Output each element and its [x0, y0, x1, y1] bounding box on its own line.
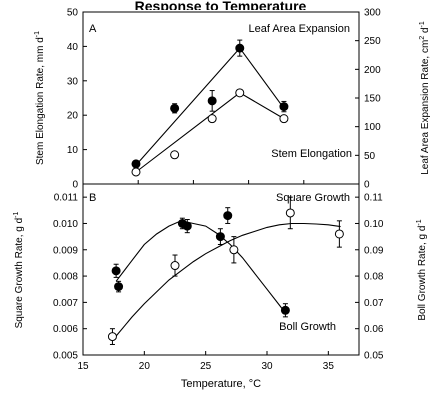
- right-y-tick-label: 100: [364, 122, 381, 133]
- square-growth-point: [111, 266, 121, 276]
- left-y-tick-label: 50: [67, 8, 79, 19]
- left-y-tick-label: 0.008: [53, 272, 78, 283]
- x-tick-label: 30: [261, 361, 273, 372]
- panel-a-x-ticks: [82, 180, 360, 184]
- right-y-tick-label: 0.05: [364, 351, 384, 362]
- right-y-tick-label: 150: [364, 94, 381, 105]
- square-growth-point: [280, 305, 290, 315]
- boll-growth-fit-line: [111, 222, 341, 341]
- left-y-tick-label: 0.009: [53, 245, 78, 256]
- right-y-tick-label: 0.09: [364, 245, 384, 256]
- right-y-tick-label: 200: [364, 65, 381, 76]
- leaf-area-expansion-point: [235, 43, 245, 53]
- boll-growth-point: [170, 261, 180, 271]
- page-title: Response to Temperature: [134, 0, 307, 10]
- right-y-tick-label: 0.10: [364, 219, 384, 230]
- right-y-tick-label: 0.08: [364, 272, 384, 283]
- stem-elongation-point: [279, 114, 289, 124]
- panel-b-fit-lines: [111, 220, 341, 341]
- panel-b-right-axis-label: Boll Growth Rate, g d-1: [416, 219, 428, 320]
- panel-a-left-axis-label-text: Stem Elongation Rate, mm d: [35, 37, 46, 165]
- panel-a-right-axis-label-text: Leaf Area Expansion Rate, cm: [420, 40, 431, 175]
- panel-a-right-axis-label-sup2: -1: [419, 21, 426, 27]
- panel-a-left-y-ticks: 0 10 20 30 40 50: [67, 8, 87, 191]
- panel-a-right-axis-label-sup1: 2: [419, 36, 426, 40]
- square-growth-point: [223, 211, 233, 221]
- panel-b-right-axis-label-sup: -1: [416, 219, 423, 225]
- boll-growth-point: [334, 229, 344, 239]
- panel-a-left-axis-label: Stem Elongation Rate, mm d-1: [34, 31, 46, 165]
- left-y-tick-label: 0: [72, 180, 78, 191]
- right-y-tick-label: 250: [364, 36, 381, 47]
- leaf-area-expansion-point: [279, 102, 289, 112]
- stem-elongation-point: [131, 167, 141, 177]
- right-y-tick-label: 0: [364, 180, 370, 191]
- boll-growth-point: [285, 208, 295, 218]
- x-tick-label: 25: [200, 361, 212, 372]
- panel-a-right-axis-label: Leaf Area Expansion Rate, cm2 d-1: [419, 21, 431, 175]
- left-y-tick-label: 0.010: [53, 219, 78, 230]
- square-growth-point: [182, 221, 192, 231]
- panel-a-label: A: [89, 23, 97, 35]
- stem-elongation-point: [235, 88, 245, 98]
- panel-b-left-axis-label: Square Growth Rate, g d-1: [13, 211, 25, 328]
- panel-b-right-axis-label-text: Boll Growth Rate, g d: [417, 226, 428, 321]
- square-growth-point: [114, 282, 124, 292]
- panel-b-left-axis-label-text: Square Growth Rate, g d: [14, 218, 25, 329]
- left-y-tick-label: 30: [67, 76, 79, 87]
- panel-b-left-axis-label-sup: -1: [13, 211, 20, 217]
- leaf-area-expansion-point: [170, 103, 180, 113]
- x-axis-label: Temperature, °C: [181, 378, 261, 390]
- right-y-tick-label: 0.07: [364, 298, 384, 309]
- panel-b-left-y-ticks: 0.005 0.006 0.007 0.008 0.009 0.010 0.011: [53, 193, 87, 362]
- right-y-tick-label: 300: [364, 8, 381, 19]
- leaf-area-expansion-point: [131, 159, 141, 169]
- left-y-tick-label: 0.005: [53, 351, 78, 362]
- right-y-tick-label: 0.06: [364, 324, 384, 335]
- panel-a: 0 10 20 30 40 50 0 50 100 150 200 250 300 A Leaf Ar…: [34, 8, 431, 191]
- left-y-tick-label: 0.007: [53, 298, 78, 309]
- x-tick-label: 15: [77, 361, 89, 372]
- x-tick-label: 35: [323, 361, 335, 372]
- panel-b: 15 20 25 30 35 0.005 0.006 0.007 0.008 0.009 0.01…: [13, 183, 428, 390]
- left-y-tick-label: 40: [67, 42, 79, 53]
- panel-b-frame: [82, 183, 360, 356]
- panel-b-label: B: [89, 192, 96, 204]
- leaf-area-expansion-point: [207, 96, 217, 106]
- boll-growth-point: [229, 245, 239, 255]
- panel-a-points: [131, 43, 289, 177]
- left-y-tick-label: 0.011: [54, 193, 79, 204]
- boll-growth-point: [107, 332, 117, 342]
- x-tick-label: 20: [139, 361, 151, 372]
- panel-a-right-axis-label-mid: d: [420, 27, 431, 35]
- leaf-area-expansion-fit-line: [135, 47, 285, 166]
- legend-square-growth: Square Growth: [276, 192, 350, 204]
- stem-elongation-point: [170, 150, 180, 160]
- panel-a-fit-lines: [135, 47, 285, 173]
- left-y-tick-label: 20: [67, 111, 79, 122]
- left-y-tick-label: 0.006: [53, 324, 78, 335]
- right-y-tick-label: 50: [364, 151, 376, 162]
- square-growth-point: [215, 232, 225, 242]
- left-y-tick-label: 10: [67, 145, 79, 156]
- right-y-tick-label: 0.11: [364, 193, 383, 204]
- legend-stem-elongation: Stem Elongation: [271, 148, 352, 160]
- legend-leaf-area-expansion: Leaf Area Expansion: [248, 23, 350, 35]
- legend-boll-growth: Boll Growth: [279, 321, 336, 333]
- panel-b-right-y-ticks: 0.05 0.06 0.07 0.08 0.09 0.10 0.11: [355, 193, 384, 362]
- stem-elongation-point: [207, 114, 217, 124]
- square-growth-fit-line: [115, 220, 286, 314]
- panel-b-points: [107, 208, 344, 342]
- panel-a-left-axis-label-sup: -1: [34, 31, 41, 37]
- panel-b-x-ticks: 15 20 25 30 35: [77, 351, 334, 372]
